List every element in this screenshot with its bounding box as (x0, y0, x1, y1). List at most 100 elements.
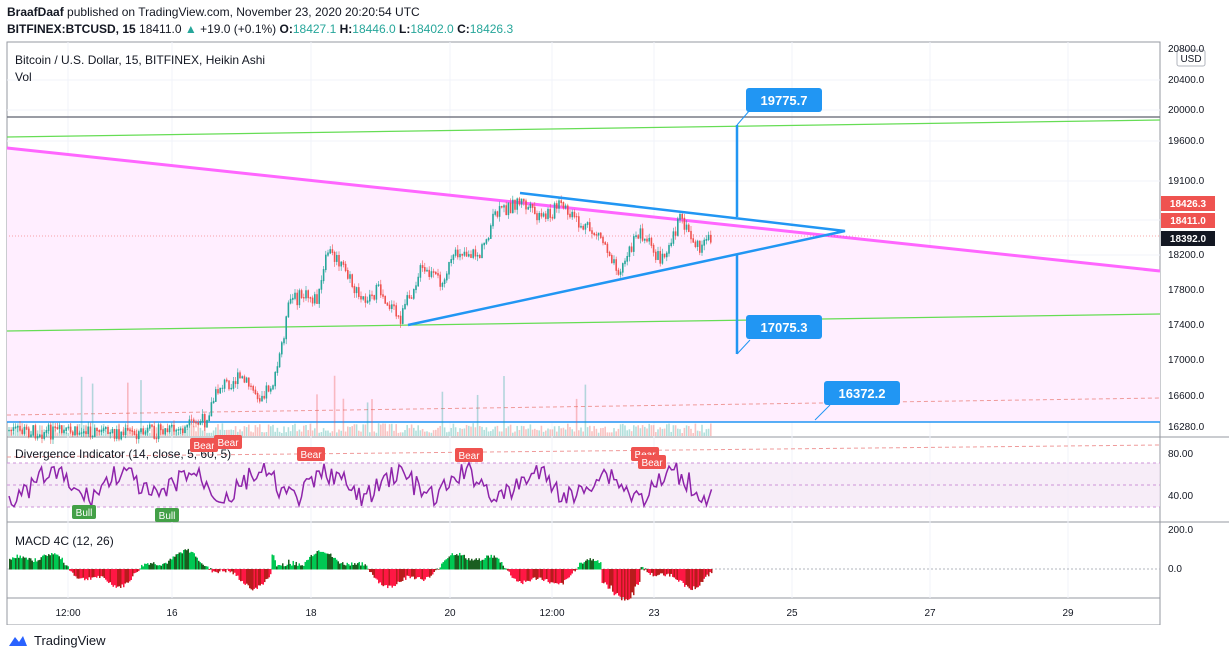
macd-bar (321, 551, 323, 570)
macd-bar (243, 569, 245, 584)
macd-bar (288, 559, 290, 570)
volume-bar (338, 429, 340, 436)
macd-bar (141, 564, 143, 570)
volume-bar (210, 432, 213, 436)
macd-bar (442, 562, 444, 570)
macd-bar (565, 569, 567, 580)
publish-info: BraafDaaf published on TradingView.com, … (7, 5, 420, 19)
volume-bar (630, 431, 633, 436)
macd-bar (210, 568, 212, 570)
candle-body (69, 426, 72, 433)
triangle-pattern[interactable] (407, 191, 846, 327)
symbol-name[interactable]: BITFINEX:BTCUSD, 15 (7, 22, 136, 36)
candle-body (430, 271, 433, 277)
macd-bar (637, 569, 639, 585)
volume-bar (289, 431, 292, 436)
volume-bar (553, 426, 556, 436)
macd-bar (33, 562, 35, 570)
macd-bar (525, 569, 527, 582)
chart-canvas[interactable]: 19775.7 17075.3 16372.2 Bitcoin / U.S. D… (0, 0, 1229, 625)
macd-tick-0: 0.0 (1168, 564, 1182, 575)
volume-bar (602, 427, 604, 436)
macd-bar (706, 569, 708, 575)
macd-bar (156, 565, 158, 570)
candle-body (39, 434, 41, 437)
chart-title[interactable]: Bitcoin / U.S. Dollar, 15, BITFINEX, Hei… (15, 53, 265, 67)
dashed-trend-line (6, 397, 1161, 416)
callout-support[interactable]: 16372.2 (824, 381, 900, 405)
candle-body (188, 419, 191, 426)
macd-bar (607, 569, 609, 589)
candle-body (637, 235, 639, 239)
macd-bar (114, 569, 116, 586)
macd-bar (241, 569, 243, 581)
macd-bar (669, 569, 671, 577)
macd-bar (172, 556, 174, 570)
candle-body (212, 400, 215, 404)
candle-body (58, 425, 61, 430)
candle-body (142, 428, 144, 435)
volume-bar (382, 423, 384, 436)
macd-bar (673, 569, 675, 578)
close-value: 18426.3 (469, 22, 514, 36)
price-axis[interactable]: USD 20800.0 20400.0 20000.0 19600.0 19100.0 1… (1168, 44, 1206, 433)
macd-bar (57, 554, 59, 570)
candle-body (256, 393, 259, 400)
volume-bar (639, 428, 642, 436)
macd-bar (538, 569, 540, 578)
volume-bar (265, 432, 268, 436)
bear-signals: BearBearBearBearBearBear (190, 435, 666, 469)
time-axis[interactable]: 12:00 16 18 20 12:00 23 25 27 29 (55, 608, 1074, 619)
macd-bar (306, 560, 308, 570)
macd-bar (544, 569, 546, 580)
volume-bar (402, 432, 404, 436)
candle-body (582, 225, 584, 230)
price-tag-1: 18426.3 (1161, 196, 1215, 211)
currency-box[interactable] (1176, 49, 1206, 67)
volume-bar (230, 429, 232, 436)
volume-bar (707, 428, 710, 436)
volume-bar (237, 431, 239, 436)
candle-body (8, 429, 10, 431)
volume-bar (560, 428, 562, 436)
volume-bar (219, 429, 221, 436)
author-name[interactable]: BraafDaaf (7, 5, 64, 19)
volume-bar (340, 430, 342, 436)
candle-body (377, 284, 380, 286)
macd-bar (181, 553, 183, 570)
macd-title[interactable]: MACD 4C (12, 26) (15, 534, 114, 548)
candle-body (135, 433, 138, 440)
volume-bar (78, 424, 81, 436)
candle-body (437, 273, 439, 276)
volume-bar (39, 425, 41, 436)
divergence-title[interactable]: Divergence Indicator (14, close, 5, 60, … (15, 447, 231, 461)
tradingview-logo[interactable]: TradingView (8, 633, 106, 648)
macd-bar (279, 565, 281, 570)
macd-bar (286, 564, 288, 570)
macd-bar (600, 562, 602, 570)
volume-label[interactable]: Vol (15, 70, 32, 84)
macd-bar (400, 569, 402, 582)
macd-bar (528, 569, 530, 581)
candle-body (347, 270, 349, 279)
macd-bar (484, 558, 486, 570)
macd-bar (540, 569, 542, 578)
volume-bar (320, 432, 323, 436)
candle-body (591, 230, 593, 234)
callout-target-down[interactable]: 17075.3 (746, 315, 822, 339)
wedge-descending-line[interactable] (6, 146, 1161, 273)
bull-badge-text: Bull (76, 508, 93, 519)
tradingview-brand: TradingView (34, 633, 106, 648)
candle-body (333, 251, 336, 262)
macd-bar (127, 569, 129, 583)
macd-bar (120, 569, 122, 588)
volume-bar (626, 430, 628, 436)
channel-lower-line[interactable] (6, 313, 1161, 332)
macd-bar (63, 562, 65, 570)
macd-bar (27, 559, 29, 570)
macd-bar (220, 569, 222, 570)
callout-target-up[interactable]: 19775.7 (746, 88, 822, 112)
volume-bar (259, 424, 261, 436)
macd-bar (435, 569, 437, 571)
channel-upper-line[interactable] (6, 119, 1161, 138)
